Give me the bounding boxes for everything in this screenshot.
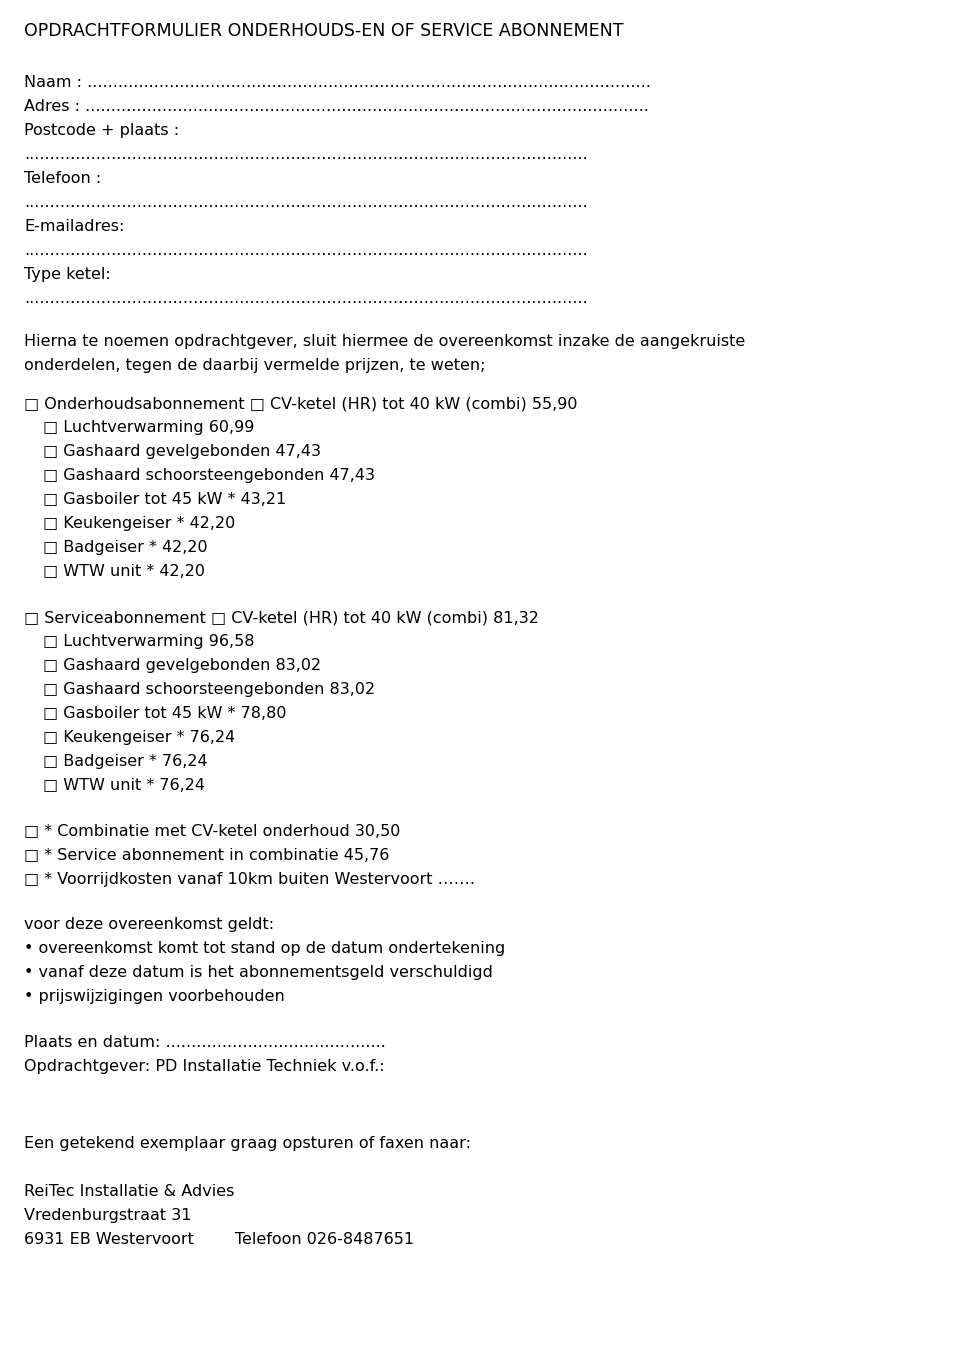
Text: □ * Service abonnement in combinatie 45,76: □ * Service abonnement in combinatie 45,… [24,848,390,863]
Text: □ Keukengeiser * 76,24: □ Keukengeiser * 76,24 [43,730,235,745]
Text: • overeenkomst komt tot stand op de datum ondertekening: • overeenkomst komt tot stand op de datu… [24,941,505,956]
Text: ReiTec Installatie & Advies: ReiTec Installatie & Advies [24,1184,234,1199]
Text: Type ketel:: Type ketel: [24,267,110,282]
Text: □ Gashaard gevelgebonden 47,43: □ Gashaard gevelgebonden 47,43 [43,444,322,459]
Text: 6931 EB Westervoort        Telefoon 026-8487651: 6931 EB Westervoort Telefoon 026-8487651 [24,1232,414,1247]
Text: □ Gasboiler tot 45 kW * 43,21: □ Gasboiler tot 45 kW * 43,21 [43,492,286,507]
Text: □ Badgeiser * 76,24: □ Badgeiser * 76,24 [43,754,207,769]
Text: onderdelen, tegen de daarbij vermelde prijzen, te weten;: onderdelen, tegen de daarbij vermelde pr… [24,358,486,373]
Text: □ Luchtverwarming 60,99: □ Luchtverwarming 60,99 [43,421,254,436]
Text: Plaats en datum: ...........................................: Plaats en datum: .......................… [24,1034,386,1049]
Text: Hierna te noemen opdrachtgever, sluit hiermee de overeenkomst inzake de aangekru: Hierna te noemen opdrachtgever, sluit hi… [24,334,745,349]
Text: ................................................................................: ........................................… [24,147,588,162]
Text: □ Gasboiler tot 45 kW * 78,80: □ Gasboiler tot 45 kW * 78,80 [43,706,287,721]
Text: • vanaf deze datum is het abonnementsgeld verschuldigd: • vanaf deze datum is het abonnementsgel… [24,966,492,980]
Text: □ * Voorrijdkosten vanaf 10km buiten Westervoort …….: □ * Voorrijdkosten vanaf 10km buiten Wes… [24,871,475,886]
Text: □ Luchtverwarming 96,58: □ Luchtverwarming 96,58 [43,634,254,649]
Text: Vredenburgstraat 31: Vredenburgstraat 31 [24,1207,191,1222]
Text: □ Gashaard schoorsteengebonden 83,02: □ Gashaard schoorsteengebonden 83,02 [43,682,375,697]
Text: Naam : .........................................................................: Naam : .................................… [24,75,651,90]
Text: ................................................................................: ........................................… [24,195,588,210]
Text: Telefoon :: Telefoon : [24,171,101,186]
Text: □ Gashaard schoorsteengebonden 47,43: □ Gashaard schoorsteengebonden 47,43 [43,469,375,484]
Text: □ WTW unit * 76,24: □ WTW unit * 76,24 [43,778,205,793]
Text: □ Keukengeiser * 42,20: □ Keukengeiser * 42,20 [43,516,235,532]
Text: □ Serviceabonnement □ CV-ketel (HR) tot 40 kW (combi) 81,32: □ Serviceabonnement □ CV-ketel (HR) tot … [24,610,539,625]
Text: • prijswijzigingen voorbehouden: • prijswijzigingen voorbehouden [24,989,285,1004]
Text: Adres : ........................................................................: Adres : ................................… [24,99,649,114]
Text: ................................................................................: ........................................… [24,290,588,306]
Text: ................................................................................: ........................................… [24,242,588,258]
Text: □ Gashaard gevelgebonden 83,02: □ Gashaard gevelgebonden 83,02 [43,658,322,673]
Text: Postcode + plaats :: Postcode + plaats : [24,123,180,138]
Text: voor deze overeenkomst geldt:: voor deze overeenkomst geldt: [24,917,275,932]
Text: Opdrachtgever: PD Installatie Techniek v.o.f.:: Opdrachtgever: PD Installatie Techniek v… [24,1059,385,1074]
Text: □ Onderhoudsabonnement □ CV-ketel (HR) tot 40 kW (combi) 55,90: □ Onderhoudsabonnement □ CV-ketel (HR) t… [24,396,578,411]
Text: E-mailadres:: E-mailadres: [24,219,125,234]
Text: □ * Combinatie met CV-ketel onderhoud 30,50: □ * Combinatie met CV-ketel onderhoud 30… [24,823,400,838]
Text: □ Badgeiser * 42,20: □ Badgeiser * 42,20 [43,540,207,555]
Text: OPDRACHTFORMULIER ONDERHOUDS-EN OF SERVICE ABONNEMENT: OPDRACHTFORMULIER ONDERHOUDS-EN OF SERVI… [24,22,623,40]
Text: □ WTW unit * 42,20: □ WTW unit * 42,20 [43,564,205,580]
Text: Een getekend exemplaar graag opsturen of faxen naar:: Een getekend exemplaar graag opsturen of… [24,1136,471,1151]
